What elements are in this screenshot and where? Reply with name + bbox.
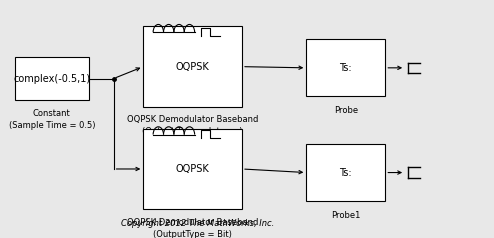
Bar bbox=[306, 39, 385, 96]
Text: (Output Type = Integer): (Output Type = Integer) bbox=[142, 127, 243, 136]
Bar bbox=[143, 26, 242, 107]
Text: OQPSK: OQPSK bbox=[176, 62, 209, 72]
Text: Ts:: Ts: bbox=[339, 63, 352, 73]
Text: Probe: Probe bbox=[334, 106, 358, 115]
Text: (Sample Time = 0.5): (Sample Time = 0.5) bbox=[8, 121, 95, 130]
Bar bbox=[143, 129, 242, 209]
Text: Probe1: Probe1 bbox=[331, 211, 361, 220]
Text: OQPSK Demodulator Baseband: OQPSK Demodulator Baseband bbox=[127, 218, 258, 227]
Text: OQPSK: OQPSK bbox=[176, 164, 209, 174]
Text: complex(-0.5,1): complex(-0.5,1) bbox=[13, 74, 90, 84]
Text: Constant: Constant bbox=[33, 109, 71, 119]
Text: Ts:: Ts: bbox=[339, 168, 352, 178]
Bar bbox=[15, 57, 89, 100]
Bar bbox=[306, 144, 385, 201]
Text: Copyright 2012 The MathWorks, Inc.: Copyright 2012 The MathWorks, Inc. bbox=[121, 219, 274, 228]
Text: (OutputType = Bit): (OutputType = Bit) bbox=[153, 230, 232, 238]
Text: OQPSK Demodulator Baseband: OQPSK Demodulator Baseband bbox=[127, 115, 258, 124]
